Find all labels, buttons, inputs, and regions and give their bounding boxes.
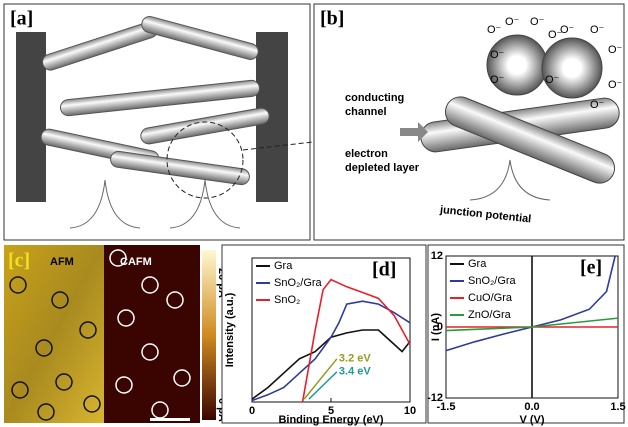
panel-label: [e] bbox=[580, 257, 602, 279]
legend-label: SnO₂ bbox=[274, 294, 300, 306]
legend-label: SnO₂/Gra bbox=[274, 277, 323, 289]
y-axis-label: Intensity (a.u.) bbox=[224, 292, 236, 367]
y-tick-label: 12 bbox=[431, 250, 443, 262]
afm-image bbox=[4, 245, 104, 423]
x-axis-label: Binding Energy (eV) bbox=[278, 414, 383, 426]
ion-label: O⁻ bbox=[590, 99, 605, 111]
legend-label: SnO₂/Gra bbox=[468, 275, 517, 287]
label: electron bbox=[345, 148, 388, 160]
legend-label: Gra bbox=[274, 260, 293, 272]
charts: 0 5 10 Binding Energy (eV) Intensity (a.u.) G… bbox=[221, 244, 626, 426]
legend-label: CuO/Gra bbox=[468, 292, 513, 304]
panel-c: [c] AFM CAFM 20 pA 0 pA bbox=[4, 245, 228, 423]
panel-label: [d] bbox=[372, 259, 396, 281]
nanotubes bbox=[40, 16, 270, 186]
panel-label: [c] bbox=[8, 250, 30, 272]
annotation-arrow bbox=[303, 358, 338, 400]
x-tick-label: -1.5 bbox=[437, 401, 456, 413]
x-tick-label: 0 bbox=[249, 405, 255, 417]
label: conducting bbox=[345, 92, 404, 104]
y-tick-label: 0 bbox=[437, 321, 443, 333]
electrode bbox=[16, 32, 46, 202]
x-tick-label: 1.5 bbox=[610, 401, 625, 413]
ions: O⁻O⁻ O⁻O⁻O⁻O⁻O⁻O⁻ O⁻O⁻O⁻O⁻ bbox=[487, 16, 623, 111]
junction-peak bbox=[469, 159, 551, 201]
scale-bar bbox=[150, 418, 190, 421]
panel-frame bbox=[427, 244, 625, 424]
ion-label: O⁻ bbox=[608, 79, 623, 91]
potential-peaks bbox=[69, 179, 241, 229]
particle bbox=[486, 34, 548, 96]
series-line bbox=[445, 317, 619, 332]
label: depleted layer bbox=[345, 162, 420, 174]
label: CAFM bbox=[120, 256, 152, 268]
series-line bbox=[251, 300, 411, 402]
afm-circles bbox=[9, 276, 101, 421]
series-line bbox=[301, 278, 411, 403]
ion-label: O⁻ bbox=[560, 24, 575, 36]
label: channel bbox=[345, 106, 387, 118]
x-tick-label: 10 bbox=[404, 405, 416, 417]
arrow bbox=[400, 122, 428, 142]
ion-label: O⁻ bbox=[590, 24, 605, 36]
legend-label: ZnO/Gra bbox=[468, 309, 512, 321]
panel-a: [a] bbox=[3, 3, 331, 241]
ion-label: O⁻ bbox=[530, 16, 545, 28]
series-line bbox=[251, 329, 411, 400]
legend-label: Gra bbox=[468, 258, 487, 270]
x-tick-label: 5 bbox=[328, 405, 334, 417]
ion-label: O⁻ bbox=[545, 74, 560, 86]
panel-frame bbox=[221, 244, 427, 424]
panel-label: [b] bbox=[320, 8, 344, 30]
y-tick-label: -12 bbox=[427, 392, 443, 404]
zoom-circle bbox=[166, 121, 244, 199]
x-tick-label: 0.0 bbox=[524, 401, 539, 413]
ion-label: O⁻ bbox=[490, 74, 505, 86]
ion-label: O⁻ bbox=[548, 29, 563, 41]
tube bbox=[444, 96, 616, 184]
particle bbox=[541, 37, 603, 99]
color-bar bbox=[202, 250, 216, 420]
annotation: 3.4 eV bbox=[339, 366, 371, 378]
x-axis-label: V (V) bbox=[519, 414, 544, 426]
label: AFM bbox=[50, 256, 74, 268]
annotation-arrow bbox=[308, 371, 338, 400]
ion-label: O⁻ bbox=[490, 49, 505, 61]
cafm-image bbox=[104, 245, 200, 423]
annotation: 3.2 eV bbox=[339, 353, 371, 365]
series-line bbox=[445, 255, 616, 352]
panel-b: [b] conducting channel electron depleted… bbox=[313, 3, 625, 241]
y-axis-label: I (nA) bbox=[430, 313, 442, 341]
ion-label: O⁻ bbox=[505, 16, 520, 28]
panel-label: [a] bbox=[10, 8, 33, 30]
ion-label: O⁻ bbox=[608, 44, 623, 56]
ion-label: O⁻ bbox=[487, 24, 502, 36]
